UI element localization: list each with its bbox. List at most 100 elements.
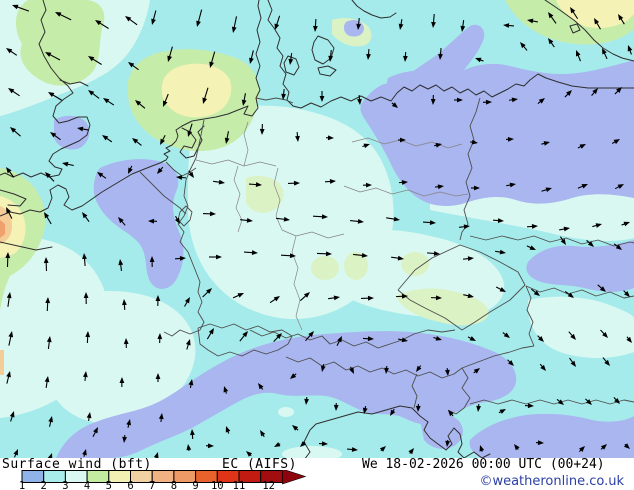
wind-arrow — [213, 179, 225, 185]
wind-arrow — [185, 339, 191, 350]
wind-arrow — [85, 331, 91, 344]
wind-arrow — [379, 446, 386, 452]
wind-arrow — [128, 165, 133, 174]
wind-arrow — [155, 373, 161, 382]
wind-arrow — [427, 251, 440, 256]
wind-arrow — [492, 218, 504, 223]
wind-arrow — [44, 376, 50, 388]
wind-arrow — [591, 88, 598, 97]
wind-arrow — [188, 170, 194, 178]
wind-arrow — [102, 135, 113, 143]
wind-arrow — [223, 386, 229, 394]
wind-arrow — [305, 331, 314, 342]
wind-regions-green-yellow — [0, 0, 634, 375]
wind-arrow — [611, 139, 620, 145]
wind-arrow — [514, 444, 520, 451]
wind-arrow — [502, 332, 510, 338]
wind-arrow — [186, 444, 192, 452]
wind-arrow — [415, 403, 421, 412]
wind-arrow — [184, 297, 190, 307]
coastlines — [0, 0, 634, 458]
wind-arrow — [299, 292, 310, 302]
wind-arrow — [362, 143, 370, 149]
wind-arrow — [196, 9, 203, 27]
wind-arrow — [157, 166, 164, 174]
wind-arrow — [44, 212, 52, 225]
coast-german-bight — [181, 0, 262, 127]
wind-arrow — [174, 215, 180, 224]
wind-arrow — [249, 50, 254, 64]
wind-arrow — [577, 144, 586, 149]
wind-arrow — [304, 396, 310, 405]
wind-arrow — [6, 48, 18, 56]
wind-arrow — [482, 99, 492, 105]
wind-arrow — [520, 42, 528, 51]
wind-arrow — [206, 328, 214, 340]
copyright-link[interactable]: ©weatheronline.co.uk — [479, 474, 624, 489]
wind-arrow — [578, 446, 585, 453]
wind-arrow — [408, 448, 414, 455]
wind-arrow — [225, 426, 231, 434]
wind-arrow — [564, 290, 574, 298]
wind-arrow — [246, 451, 253, 457]
wind-arrow — [202, 211, 216, 217]
wind-arrow — [602, 357, 610, 366]
wind-arrow — [613, 243, 622, 250]
wind-arrow — [45, 172, 55, 182]
coast-lolland — [317, 65, 337, 77]
wind-arrow — [10, 127, 21, 137]
wind-arrow — [155, 295, 161, 307]
wind-arrow — [360, 295, 374, 301]
wind-arrow — [556, 398, 564, 405]
legend-tick-7: 7 — [149, 480, 155, 490]
wind-arrow — [274, 15, 281, 30]
wind-arrow — [50, 132, 61, 141]
wind-arrow — [122, 299, 127, 311]
wind-arrow — [5, 252, 11, 268]
wind-arrow — [239, 331, 248, 342]
wind-arrow — [8, 331, 14, 346]
wind-arrow — [431, 14, 436, 28]
wind-arrow — [537, 98, 545, 104]
wind-arrow — [163, 93, 169, 107]
wind-arrow — [157, 333, 163, 344]
wind-arrow — [473, 368, 480, 374]
wind-arrow — [240, 217, 253, 223]
wind-arrow — [187, 123, 193, 137]
wind-arrow — [349, 366, 354, 374]
border-sk-hu — [525, 285, 634, 299]
wind-arrow — [585, 398, 592, 405]
wind-arrow — [319, 91, 325, 102]
wind-arrow — [476, 403, 482, 412]
wind-arrow — [6, 167, 15, 178]
wind-arrow — [82, 253, 87, 266]
wind-arrow — [467, 336, 476, 341]
wind-regions-pale — [0, 0, 634, 458]
wind-arrow — [366, 48, 371, 60]
wind-arrow — [128, 62, 139, 71]
wind-arrow — [362, 182, 372, 188]
wind-arrow — [559, 236, 566, 245]
wind-arrow — [471, 185, 480, 191]
wind-arrow — [46, 336, 52, 349]
wind-arrow — [357, 94, 362, 105]
wind-arrow — [209, 254, 222, 260]
wind-arrow — [569, 357, 576, 367]
wind-arrow — [160, 135, 166, 145]
wind-arrow — [259, 123, 265, 135]
wind-arrow — [274, 442, 281, 447]
wind-arrow — [506, 182, 516, 188]
wind-arrow — [151, 10, 157, 25]
wind-arrow — [621, 221, 630, 227]
legend-tick-11: 11 — [233, 480, 246, 490]
wind-arrow — [318, 441, 328, 447]
border-luxembourg — [177, 205, 193, 227]
coast-croatia — [463, 451, 491, 458]
wind-arrow — [535, 440, 544, 446]
wind-arrow — [288, 53, 294, 65]
wind-arrow — [594, 18, 601, 30]
wind-arrow — [269, 296, 280, 304]
border-hr-hu — [469, 399, 634, 405]
wind-arrow — [336, 336, 342, 347]
legend-tick-2: 2 — [41, 480, 47, 490]
